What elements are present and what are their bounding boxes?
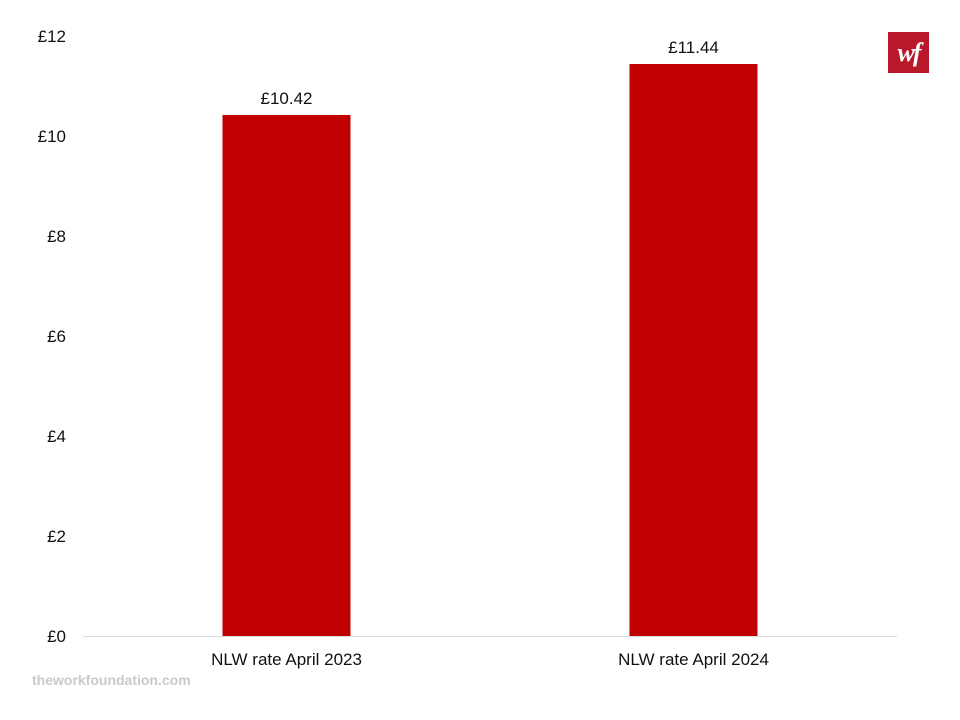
x-category-label: NLW rate April 2024 [618,650,769,669]
data-labels-group: £10.42 £11.44 [261,38,719,108]
bar [629,64,758,636]
work-foundation-logo: wf [888,32,929,73]
x-category-label: NLW rate April 2023 [211,650,362,669]
bar-value-label: £11.44 [668,38,719,57]
y-tick-label: £4 [47,427,66,446]
bars-group [222,64,758,636]
bar [222,115,351,636]
y-tick-label: £10 [38,127,66,146]
logo-text: wf [897,37,922,67]
y-tick-label: £6 [47,327,66,346]
y-tick-label: £12 [38,27,66,46]
bar-value-label: £10.42 [261,89,313,108]
y-axis: £0 £2 £4 £6 £8 £10 £12 [38,27,66,646]
y-tick-label: £2 [47,527,66,546]
footer-url: theworkfoundation.com [32,672,191,688]
y-tick-label: £8 [47,227,66,246]
y-tick-label: £0 [47,627,66,646]
x-axis: NLW rate April 2023 NLW rate April 2024 [211,650,769,669]
